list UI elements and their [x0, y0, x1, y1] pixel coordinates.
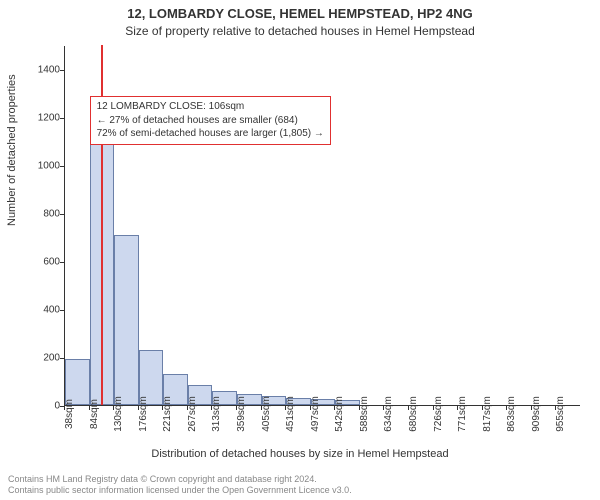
chart-title: 12, LOMBARDY CLOSE, HEMEL HEMPSTEAD, HP2…	[0, 6, 600, 21]
x-tick-label: 405sqm	[261, 396, 272, 432]
x-tick-label: 221sqm	[162, 396, 173, 432]
x-tick-label: 909sqm	[531, 396, 542, 432]
y-tick-label: 600	[43, 257, 60, 268]
x-tick-mark	[89, 406, 90, 410]
y-tick-label: 200	[43, 353, 60, 364]
footer-attribution: Contains HM Land Registry data © Crown c…	[8, 474, 592, 497]
x-tick-mark	[187, 406, 188, 410]
x-tick-label: 313sqm	[211, 396, 222, 432]
x-tick-mark	[359, 406, 360, 410]
x-tick-mark	[113, 406, 114, 410]
x-tick-mark	[310, 406, 311, 410]
x-tick-label: 497sqm	[310, 396, 321, 432]
x-tick-label: 863sqm	[506, 396, 517, 432]
histogram-bar	[114, 235, 139, 405]
x-tick-mark	[261, 406, 262, 410]
x-tick-label: 84sqm	[89, 399, 100, 429]
x-tick-mark	[138, 406, 139, 410]
y-tick-label: 400	[43, 305, 60, 316]
y-tick-label: 1000	[38, 161, 60, 172]
y-tick-mark	[60, 166, 64, 167]
y-tick-mark	[60, 70, 64, 71]
x-tick-label: 38sqm	[64, 399, 75, 429]
x-tick-mark	[162, 406, 163, 410]
x-tick-label: 726sqm	[433, 396, 444, 432]
plot-area: 12 LOMBARDY CLOSE: 106sqm← 27% of detach…	[64, 46, 580, 406]
annotation-line: ← 27% of detached houses are smaller (68…	[97, 114, 324, 128]
annotation-line: 72% of semi-detached houses are larger (…	[97, 127, 324, 141]
x-tick-mark	[285, 406, 286, 410]
annotation-line: 12 LOMBARDY CLOSE: 106sqm	[97, 100, 324, 114]
x-tick-label: 130sqm	[113, 396, 124, 432]
x-tick-mark	[506, 406, 507, 410]
y-tick-mark	[60, 214, 64, 215]
x-tick-mark	[211, 406, 212, 410]
x-tick-label: 542sqm	[334, 396, 345, 432]
y-tick-label: 1400	[38, 65, 60, 76]
footer-line-2: Contains public sector information licen…	[8, 485, 592, 496]
x-tick-label: 267sqm	[187, 396, 198, 432]
x-tick-mark	[383, 406, 384, 410]
x-tick-label: 817sqm	[482, 396, 493, 432]
y-tick-mark	[60, 310, 64, 311]
y-axis-label: Number of detached properties	[6, 74, 18, 226]
y-tick-mark	[60, 118, 64, 119]
y-tick-mark	[60, 358, 64, 359]
x-tick-label: 680sqm	[408, 396, 419, 432]
footer-line-1: Contains HM Land Registry data © Crown c…	[8, 474, 592, 485]
x-tick-label: 359sqm	[236, 396, 247, 432]
x-tick-label: 634sqm	[383, 396, 394, 432]
x-tick-label: 451sqm	[285, 396, 296, 432]
chart-subtitle: Size of property relative to detached ho…	[0, 24, 600, 38]
x-tick-mark	[64, 406, 65, 410]
annotation-box: 12 LOMBARDY CLOSE: 106sqm← 27% of detach…	[90, 96, 331, 145]
x-tick-mark	[236, 406, 237, 410]
x-tick-mark	[555, 406, 556, 410]
y-tick-label: 800	[43, 209, 60, 220]
x-axis-label: Distribution of detached houses by size …	[0, 448, 600, 460]
x-tick-mark	[531, 406, 532, 410]
x-tick-mark	[433, 406, 434, 410]
x-tick-label: 176sqm	[138, 396, 149, 432]
x-tick-mark	[482, 406, 483, 410]
x-tick-mark	[408, 406, 409, 410]
x-tick-mark	[457, 406, 458, 410]
x-tick-label: 955sqm	[555, 396, 566, 432]
y-tick-mark	[60, 262, 64, 263]
y-tick-label: 1200	[38, 113, 60, 124]
x-tick-label: 588sqm	[359, 396, 370, 432]
x-tick-mark	[334, 406, 335, 410]
x-tick-label: 771sqm	[457, 396, 468, 432]
